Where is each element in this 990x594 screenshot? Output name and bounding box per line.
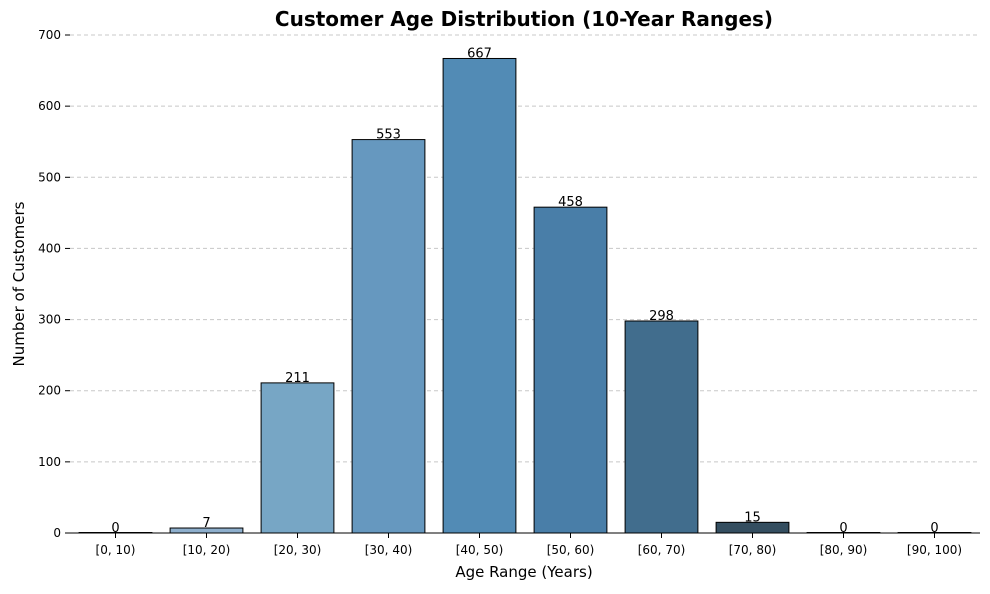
y-tick-label: 300 <box>38 313 61 327</box>
bar-value-label: 0 <box>930 521 938 536</box>
y-tick-label: 700 <box>38 28 61 42</box>
x-tick-label: [0, 10) <box>96 543 136 557</box>
bar-value-label: 7 <box>202 516 210 531</box>
y-tick-label: 400 <box>38 241 61 255</box>
x-tick-label: [70, 80) <box>729 543 777 557</box>
bar <box>351 139 426 534</box>
y-tick-label: 200 <box>38 384 61 398</box>
bar-value-label: 211 <box>285 371 310 386</box>
bar <box>624 320 699 534</box>
x-tick-label: [10, 20) <box>183 543 231 557</box>
x-tick-label: [50, 60) <box>547 543 595 557</box>
bar-value-label: 0 <box>111 521 119 536</box>
x-tick-label: [40, 50) <box>456 543 504 557</box>
bar-value-label: 553 <box>376 128 401 143</box>
bar-value-label: 298 <box>649 309 674 324</box>
bar-value-label: 0 <box>839 521 847 536</box>
data-labels: 0 7 211 553 667 458 298 15 0 0 <box>111 46 938 536</box>
x-tick-label: [80, 90) <box>820 543 868 557</box>
x-tick-label: [90, 100) <box>907 543 962 557</box>
y-ticks: 0 100 200 300 400 500 600 700 <box>38 28 70 540</box>
bars <box>78 57 972 534</box>
y-tick-label: 500 <box>38 170 61 184</box>
bar-value-label: 667 <box>467 46 492 61</box>
x-tick-label: [30, 40) <box>365 543 413 557</box>
chart-title: Customer Age Distribution (10-Year Range… <box>275 7 773 31</box>
bar-value-label: 458 <box>558 195 583 210</box>
y-tick-label: 0 <box>53 526 61 540</box>
bar-value-label: 15 <box>744 510 761 525</box>
x-tick-label: [60, 70) <box>638 543 686 557</box>
y-axis-label: Number of Customers <box>10 201 28 366</box>
x-axis-label: Age Range (Years) <box>455 563 592 581</box>
y-tick-label: 600 <box>38 99 61 113</box>
gridlines <box>70 34 980 463</box>
x-tick-label: [20, 30) <box>274 543 322 557</box>
bar <box>260 382 335 534</box>
y-tick-label: 100 <box>38 455 61 469</box>
bar <box>533 206 608 534</box>
bar <box>442 57 517 534</box>
x-ticks: [0, 10) [10, 20) [20, 30) [30, 40) [40, 50) [… <box>96 533 962 557</box>
